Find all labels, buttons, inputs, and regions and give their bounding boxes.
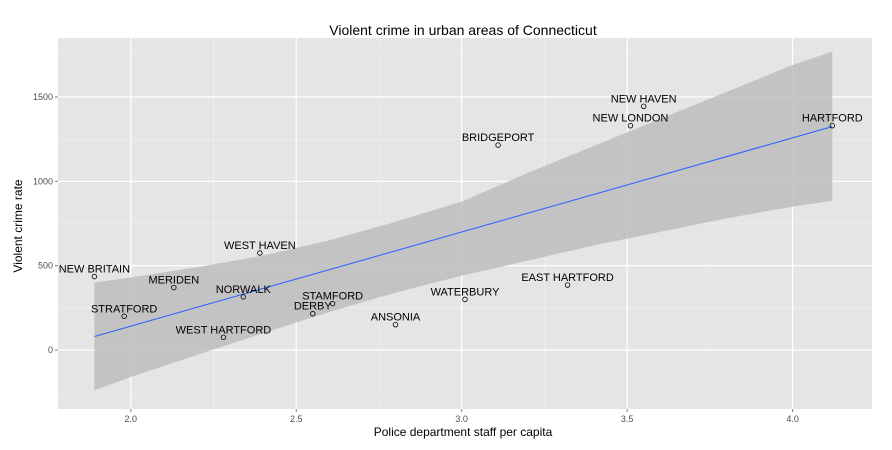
point-label: NEW LONDON <box>593 113 669 125</box>
y-tick-label: 1500 <box>33 92 53 102</box>
data-point <box>495 142 501 148</box>
data-point <box>640 103 647 109</box>
point-label: WEST HARTFORD <box>176 324 272 336</box>
point-label: WATERBURY <box>431 286 501 298</box>
point-label: MERIDEN <box>148 275 199 287</box>
point-label: WEST HAVEN <box>224 240 296 252</box>
y-tick-label: 1000 <box>33 176 53 186</box>
data-point <box>171 284 177 291</box>
y-axis-title: Violent crime rate <box>11 179 25 272</box>
point-label: HARTFORD <box>802 113 863 125</box>
confidence-band <box>94 51 833 391</box>
point-label: NEW BRITAIN <box>59 264 130 276</box>
data-point <box>462 296 468 303</box>
x-tick-label: 4.0 <box>786 414 799 424</box>
data-point <box>220 334 227 341</box>
data-points <box>91 103 835 341</box>
data-point <box>240 294 247 300</box>
data-point <box>829 122 835 129</box>
data-point <box>257 250 263 256</box>
point-label: STRATFORD <box>91 303 157 315</box>
point-label: DERBY <box>294 301 333 313</box>
x-tick-label: 2.5 <box>290 414 303 424</box>
x-tick-label: 3.0 <box>455 414 468 424</box>
data-point <box>392 321 399 328</box>
x-axis-title: Police department staff per capita <box>374 425 553 439</box>
x-axis-ticks: 2.0 2.5 3.0 3.5 4.0 <box>125 409 799 424</box>
x-tick-label: 3.5 <box>621 414 634 424</box>
point-label: NORWALK <box>216 284 272 296</box>
point-label: NEW HAVEN <box>611 93 677 105</box>
y-axis-ticks: 0 500 1000 1500 <box>33 92 58 355</box>
y-tick-label: 500 <box>38 261 53 271</box>
data-point <box>310 311 316 317</box>
data-point <box>91 273 98 280</box>
regression-line <box>94 126 833 338</box>
point-label: BRIDGEPORT <box>462 132 535 144</box>
point-label: ANSONIA <box>371 312 421 324</box>
chart-title: Violent crime in urban areas of Connecti… <box>329 22 597 38</box>
point-label: EAST HARTFORD <box>521 272 614 284</box>
point-label: STAMFORD <box>302 291 363 303</box>
data-point <box>121 313 127 319</box>
x-tick-label: 2.0 <box>125 414 138 424</box>
y-tick-label: 0 <box>48 345 53 355</box>
data-point <box>627 122 634 129</box>
data-point <box>329 300 336 307</box>
point-labels: NEW BRITAIN STRATFORD MERIDEN WEST HARTFORD… <box>59 93 863 336</box>
data-point <box>564 282 571 288</box>
